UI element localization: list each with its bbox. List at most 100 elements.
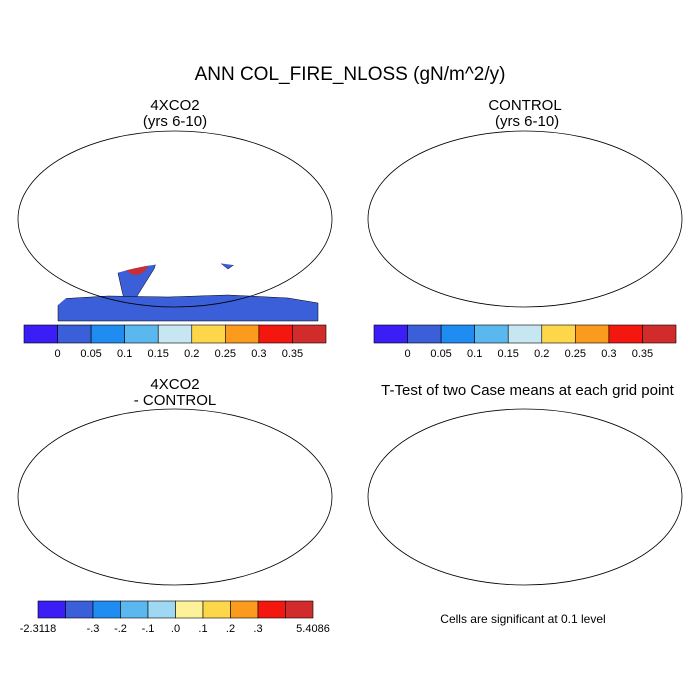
significant-cells [570, 431, 646, 443]
fire-hotspot [566, 223, 594, 247]
colorbar-label: 5.4086 [296, 623, 330, 635]
fire-hotspot [98, 181, 110, 197]
fire-hotspot [643, 245, 663, 253]
colorbar-4xco2: 0 0.05 0.1 0.15 0.2 0.25 0.3 0.35 [23, 324, 327, 360]
colorbar-label: 0.35 [282, 348, 303, 360]
land-mass [275, 262, 316, 270]
colorbar-swatch [225, 324, 260, 344]
fire-hotspot [293, 245, 313, 253]
colorbar-label: 0 [404, 348, 410, 360]
fire-hotspot [120, 237, 140, 249]
colorbar-swatch [285, 600, 314, 619]
colorbar-swatch [90, 324, 125, 344]
significant-cells [625, 485, 635, 497]
land-mass [190, 421, 318, 489]
colorbar-swatch [373, 324, 408, 344]
colorbar-label: .1 [198, 623, 207, 635]
colorbar-swatch [92, 600, 121, 619]
land-mass [626, 237, 665, 269]
land-mass [58, 139, 168, 243]
colorbar-label: .3 [253, 623, 262, 635]
land-mass [408, 139, 518, 243]
fire-hotspot [470, 237, 490, 249]
fire-hotspot [622, 203, 638, 219]
colorbar-swatch [474, 324, 509, 344]
fire-hotspot [208, 197, 228, 205]
land-mass [276, 515, 315, 547]
colorbar-swatch [407, 324, 442, 344]
colorbar-swatch [65, 600, 94, 619]
colorbar-swatch [258, 324, 293, 344]
map-4xco2 [57, 135, 319, 322]
land-outline [540, 421, 668, 489]
colorbar-label: 0.05 [80, 348, 101, 360]
land-mass [516, 135, 550, 157]
fire-hotspot [448, 181, 460, 197]
map-4xco2-frame [17, 130, 333, 308]
colorbar-swatch [157, 324, 193, 344]
map-difference-frame [17, 408, 333, 586]
colorbar-control: 0 0.05 0.1 0.15 0.2 0.25 0.3 0.35 [373, 324, 677, 360]
panel-title-control: CONTROL (yrs 6-10) [488, 97, 562, 130]
colorbar-swatch [575, 324, 610, 344]
land-mass [115, 262, 161, 308]
map-control-frame [367, 130, 683, 308]
colorbar-label: 0.2 [534, 348, 549, 360]
land-mass [116, 505, 160, 585]
panel-title-4xco2: 4XCO2 (yrs 6-10) [142, 97, 208, 130]
land-mass [58, 417, 168, 521]
fire-hotspot [554, 216, 582, 226]
significant-cells [474, 515, 498, 551]
colorbar-swatch [147, 600, 176, 619]
colorbar-swatch [37, 600, 66, 619]
colorbar-label: 0.1 [117, 348, 132, 360]
colorbar-label: 0.25 [215, 348, 236, 360]
colorbar-swatch [541, 324, 576, 344]
land-mass [538, 191, 612, 269]
map-difference [58, 413, 318, 599]
land-mass [540, 143, 668, 211]
fire-hotspot [208, 156, 288, 166]
colorbar-swatch [23, 324, 58, 344]
ttest-footnote: Cells are significant at 0.1 level [440, 612, 606, 626]
fire-hotspot [558, 156, 638, 166]
land-mass [166, 135, 200, 157]
map-ttest-frame [367, 408, 683, 586]
colorbar-swatch [57, 324, 92, 344]
colorbar-label: 0.3 [251, 348, 266, 360]
land-mass [188, 469, 262, 547]
difference-region [214, 499, 234, 527]
map-ttest [408, 413, 668, 599]
fire-hotspot [216, 223, 244, 247]
colorbar-label: -.3 [87, 623, 100, 635]
land-outline [408, 417, 518, 521]
land-outline [408, 573, 668, 599]
land-outline [516, 413, 550, 435]
colorbar-label: 0.05 [430, 348, 451, 360]
colorbar-swatch [440, 324, 475, 344]
fire-hotspot [272, 203, 288, 219]
colorbar-label: 0.25 [565, 348, 586, 360]
land-mass [190, 143, 318, 211]
colorbar-label: -2.3118 [20, 623, 57, 635]
land-mass [466, 227, 510, 307]
fire-hotspot [122, 262, 150, 275]
colorbar-label: .2 [226, 623, 235, 635]
difference-region [133, 531, 147, 547]
colorbar-label: 0 [54, 348, 60, 360]
land-mass [57, 294, 319, 322]
difference-region [99, 456, 113, 472]
colorbar-swatch [292, 324, 327, 344]
colorbar-swatch [191, 324, 226, 344]
colorbar-label: 0.3 [601, 348, 616, 360]
fire-hotspot [204, 216, 232, 226]
panel-title-ttest: T-Test of two Case means at each grid po… [381, 382, 674, 399]
land-mass [408, 295, 668, 321]
fire-hotspot [93, 174, 113, 198]
colorbar-label: 0.1 [467, 348, 482, 360]
land-mass [166, 413, 200, 435]
significant-cells [560, 494, 576, 504]
colorbar-label: 0.2 [184, 348, 199, 360]
colorbar-swatch [230, 600, 259, 619]
